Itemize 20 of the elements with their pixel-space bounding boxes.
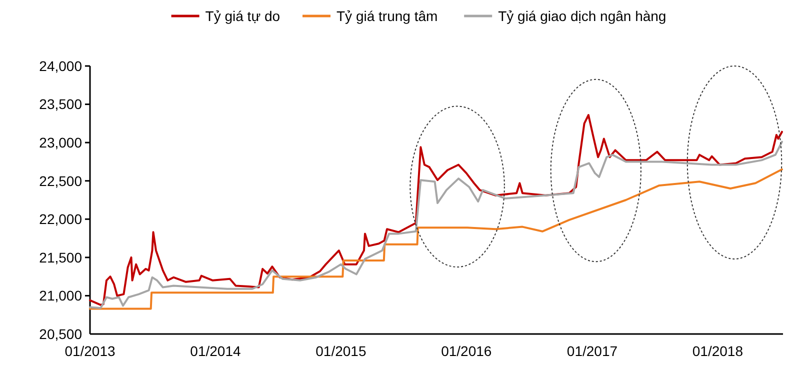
legend-label: Tỷ giá tự do [205, 8, 280, 24]
y-tick-label: 22,000 [39, 211, 82, 228]
line-series [89, 168, 783, 310]
y-tick-label: 21,500 [39, 249, 82, 266]
line-series [89, 140, 783, 309]
x-tick-label: 01/2016 [441, 343, 492, 359]
x-tick-label: 01/2015 [316, 343, 366, 359]
y-tick-label: 21,000 [39, 288, 82, 304]
y-tick-label: 24,000 [39, 58, 82, 74]
x-tick-label: 01/2018 [692, 343, 744, 359]
x-tick-label: 01/2013 [64, 343, 116, 359]
x-tick-label: 01/2014 [190, 343, 241, 359]
y-tick-label: 22,500 [39, 172, 82, 189]
legend-label: Tỷ giá trung tâm [336, 8, 438, 24]
x-tick-label: 01/2017 [566, 343, 618, 359]
legend-label: Tỷ giá giao dịch ngân hàng [498, 8, 666, 24]
y-tick-label: 23,500 [39, 96, 82, 112]
line-series [89, 114, 783, 306]
y-tick-label: 20,500 [39, 326, 82, 342]
y-tick-label: 23,000 [39, 134, 82, 150]
